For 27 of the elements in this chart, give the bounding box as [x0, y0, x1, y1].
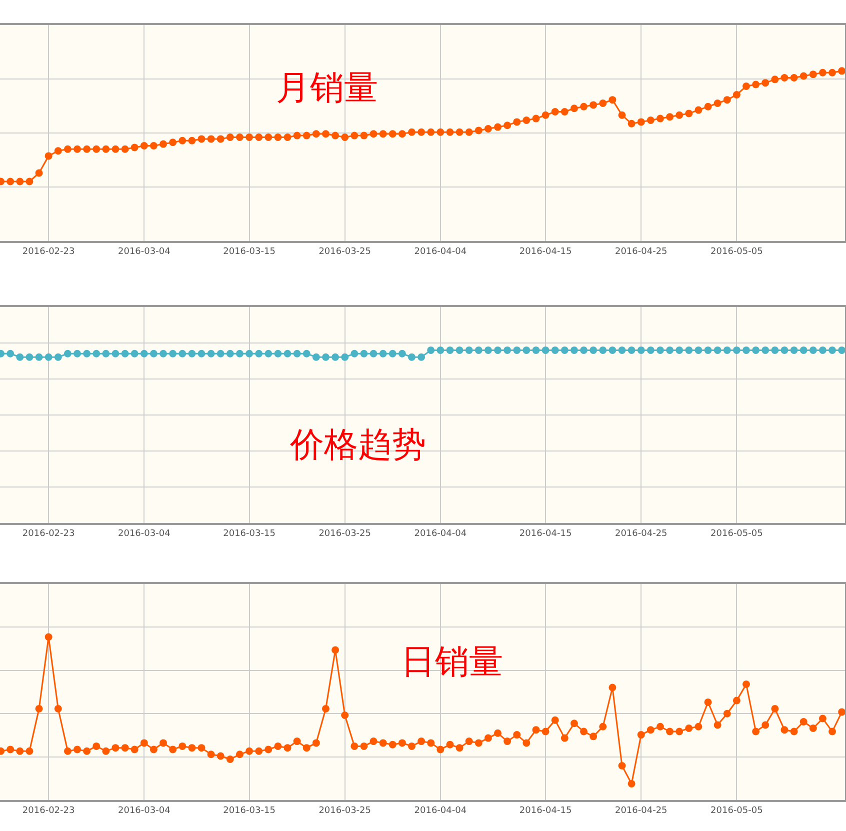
x-tick-label: 2016-03-15: [223, 528, 276, 539]
x-tick-label: 2016-02-23: [22, 806, 75, 816]
x-tick-label: 2016-03-04: [118, 806, 171, 816]
x-tick-label: 2016-04-25: [614, 528, 668, 539]
x-tick-label: 2016-04-04: [414, 528, 467, 539]
chart-title: 日销量: [401, 642, 503, 682]
x-tick-label: 2016-03-15: [223, 246, 276, 257]
x-tick-label: 2016-04-04: [414, 246, 467, 257]
x-tick-label: 2016-05-05: [710, 806, 763, 816]
x-tick-label: 2016-05-05: [710, 528, 763, 539]
x-tick-label: 2016-04-04: [414, 806, 467, 816]
x-tick-label: 2016-02-23: [22, 528, 75, 539]
x-tick-label: 2016-03-25: [318, 246, 372, 257]
x-tick-label: 2016-04-15: [519, 246, 572, 257]
x-tick-label: 2016-03-15: [223, 806, 276, 816]
x-tick-label: 2016-03-25: [318, 528, 372, 539]
x-tick-label: 2016-02-23: [22, 246, 75, 257]
x-tick-label: 2016-03-04: [118, 528, 171, 539]
x-tick-label: 2016-03-04: [118, 246, 171, 257]
chart-title: 月销量: [276, 68, 378, 108]
x-tick-label: 2016-04-15: [519, 806, 572, 816]
x-tick-label: 2016-05-05: [710, 246, 763, 257]
x-tick-label: 2016-04-25: [614, 246, 668, 257]
x-tick-label: 2016-03-25: [318, 806, 372, 816]
x-tick-label: 2016-04-15: [519, 528, 572, 539]
x-tick-label: 2016-04-25: [614, 806, 668, 816]
text: 价格趋势: [289, 425, 426, 465]
